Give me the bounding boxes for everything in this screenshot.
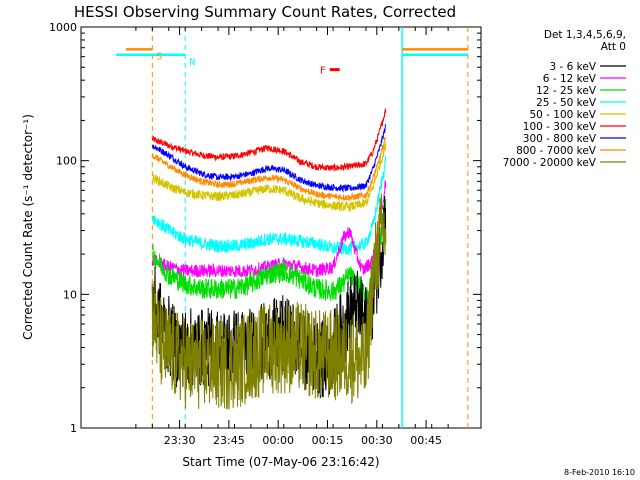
legend-label: 800 - 7000 keV bbox=[516, 145, 597, 157]
legend-header: Det 1,3,4,5,6,9, bbox=[544, 29, 626, 41]
x-tick-label: 00:00 bbox=[262, 434, 294, 447]
x-tick-label: 23:30 bbox=[164, 434, 196, 447]
series-layer bbox=[151, 108, 387, 410]
x-tick-label: 23:45 bbox=[213, 434, 245, 447]
x-tick-label: 00:45 bbox=[410, 434, 442, 447]
flare-label: F bbox=[320, 66, 326, 77]
series-line bbox=[151, 155, 387, 256]
series-line bbox=[151, 123, 387, 193]
legend-header: Att 0 bbox=[601, 41, 626, 53]
series-line bbox=[151, 137, 387, 201]
legend-label: 25 - 50 keV bbox=[536, 97, 597, 109]
legend-label: 3 - 6 keV bbox=[549, 61, 596, 73]
legend-label: 50 - 100 keV bbox=[529, 109, 596, 121]
x-axis-label: Start Time (07-May-06 23:16:42) bbox=[182, 455, 379, 469]
footer-timestamp: 8-Feb-2010 16:10 bbox=[564, 468, 635, 477]
legend-label: 12 - 25 keV bbox=[536, 85, 597, 97]
legend-label: 300 - 800 keV bbox=[523, 133, 597, 145]
y-tick-label: 10 bbox=[63, 288, 77, 301]
saa-label: S bbox=[156, 51, 162, 62]
chart-title: HESSI Observing Summary Count Rates, Cor… bbox=[74, 3, 456, 21]
plot-frame bbox=[80, 26, 482, 429]
legend-label: 7000 - 20000 keV bbox=[503, 157, 597, 169]
y-tick-label: 100 bbox=[56, 155, 77, 168]
y-tick-label: 1 bbox=[70, 422, 77, 435]
y-axis-label: Corrected Count Rate (s⁻¹ detector⁻¹) bbox=[21, 114, 35, 340]
series-line bbox=[151, 142, 387, 212]
series-line bbox=[151, 198, 387, 304]
x-tick-label: 00:15 bbox=[312, 434, 344, 447]
y-tick-label: 1000 bbox=[49, 21, 77, 34]
legend-label: 6 - 12 keV bbox=[543, 73, 597, 85]
legend-label: 100 - 300 keV bbox=[523, 121, 597, 133]
series-line bbox=[151, 108, 387, 172]
series-line bbox=[151, 193, 387, 410]
x-tick-label: 00:30 bbox=[361, 434, 393, 447]
axes-layer: 1 10 100 1000 23:30 23:45 00:00 00:15 00:30 00:45 bbox=[49, 21, 481, 447]
night-label: N bbox=[189, 57, 195, 68]
